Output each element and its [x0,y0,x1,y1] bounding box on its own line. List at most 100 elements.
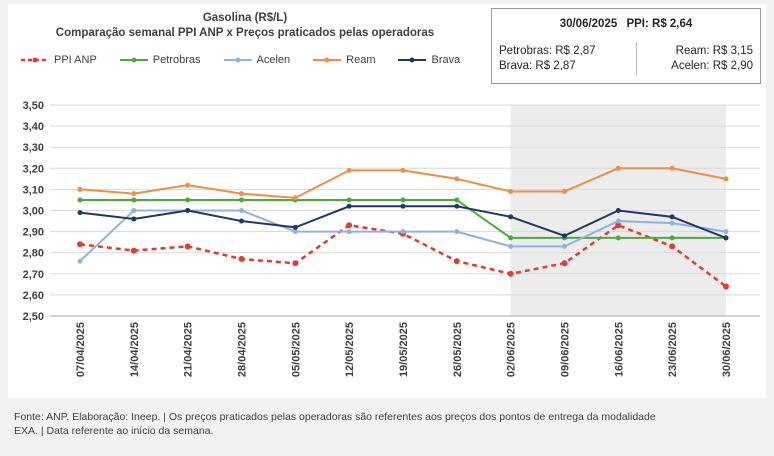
legend-swatch [119,57,148,63]
data-point [400,229,406,235]
data-point [292,260,299,267]
legend-item: Ream [312,53,375,67]
data-point [77,210,83,216]
data-point [615,218,621,224]
data-point [238,218,244,224]
data-point [454,197,460,203]
data-point [185,208,191,213]
chart-subtitle: Comparação semanal PPI ANP x Preços prat… [55,27,435,39]
data-point [454,176,460,182]
data-point [508,243,514,249]
data-point [130,247,137,254]
x-tick-label: 14/04/2025 [129,322,141,377]
data-point [615,208,621,213]
data-point [77,186,83,192]
y-tick-label: 2,50 [23,311,44,323]
data-point [292,195,298,201]
data-point [615,165,621,171]
legend-item: Petrobras [119,53,201,67]
data-point [669,165,675,171]
data-point [454,229,460,235]
x-tick-label: 16/06/2025 [613,322,625,377]
legend-swatch [223,57,252,63]
chart-legend: PPI ANP Petrobras Acelen Ream Brava [20,53,482,67]
x-tick-label: 12/05/2025 [344,322,356,377]
legend-label: PPI ANP [54,54,97,66]
data-point [185,182,191,188]
line-chart: 3,50 3,40 3,30 3,20 3,10 3,00 2,90 2,80 2,70 2,60… [23,100,760,377]
data-point [454,203,460,209]
legend-label: Petrobras [152,54,201,66]
data-point [400,167,406,173]
legend-swatch [313,57,342,63]
y-tick-label: 2,60 [23,290,44,302]
y-tick-label: 3,20 [23,163,44,175]
x-tick-label: 05/05/2025 [290,322,302,377]
legend-item: Brava [397,53,460,67]
legend-item: Acelen [223,53,291,67]
data-point [669,214,675,220]
data-point [131,216,137,222]
data-point [723,176,729,182]
data-point [615,235,621,241]
data-point [131,197,137,203]
y-tick-label: 2,70 [23,269,44,281]
y-tick-label: 3,50 [23,100,44,112]
data-point [453,258,460,265]
legend-label: Acelen [256,54,291,66]
data-point [722,283,729,290]
latest-ream: Ream: R$ 3,15 [675,45,753,57]
data-point [400,197,406,203]
data-point [561,260,568,267]
footer-line-1: Fonte: ANP. Elaboração: Ineep. | Os preç… [14,411,656,423]
x-tick-label: 19/05/2025 [398,322,410,377]
y-tick-label: 3,40 [23,121,44,133]
latest-prices-header: 30/06/2025 PPI: R$ 2,64 [492,18,760,30]
latest-petrobras: Petrobras: R$ 2,87 [499,45,596,57]
data-point [615,222,622,229]
data-point [77,241,83,248]
legend-label: Ream [346,54,376,66]
data-point [723,229,729,235]
data-point [131,208,137,213]
legend-swatch [398,57,427,63]
data-point [238,197,244,203]
latest-brava: Brava: R$ 2,87 [499,60,576,72]
latest-acelen: Acelen: R$ 2,90 [671,60,753,72]
data-point [400,203,406,209]
y-tick-label: 3,00 [23,206,44,218]
data-point [238,256,245,263]
data-point [508,214,514,220]
x-tick-label: 02/06/2025 [506,322,518,377]
x-tick-label: 09/06/2025 [559,322,571,377]
data-point [561,243,567,249]
x-tick-label: 28/04/2025 [236,322,248,377]
data-point [131,191,137,197]
data-point [669,220,675,226]
data-point [346,167,352,173]
data-point [292,224,298,230]
chart-footer: Fonte: ANP. Elaboração: Ineep. | Os preç… [14,410,764,438]
data-point [669,235,675,241]
data-point [184,243,191,250]
data-point [346,203,352,209]
x-tick-label: 30/06/2025 [721,322,733,377]
data-point [292,229,298,235]
data-point [346,197,352,203]
data-point [723,235,729,241]
legend-item: PPI ANP [20,53,97,67]
data-point [77,197,83,203]
data-point [508,235,514,241]
data-point [669,243,676,250]
latest-date: 30/06/2025 [559,18,618,30]
x-tick-label: 07/04/2025 [75,322,87,377]
data-point [507,270,514,277]
x-tick-label: 23/06/2025 [667,322,679,377]
y-tick-label: 2,80 [23,248,44,260]
y-tick-label: 2,90 [23,227,44,239]
data-point [346,222,353,229]
chart-title: Gasolina (R$/L) [202,12,288,24]
data-point [77,258,83,264]
infobox-divider [636,42,637,76]
legend-label: Brava [431,54,461,66]
